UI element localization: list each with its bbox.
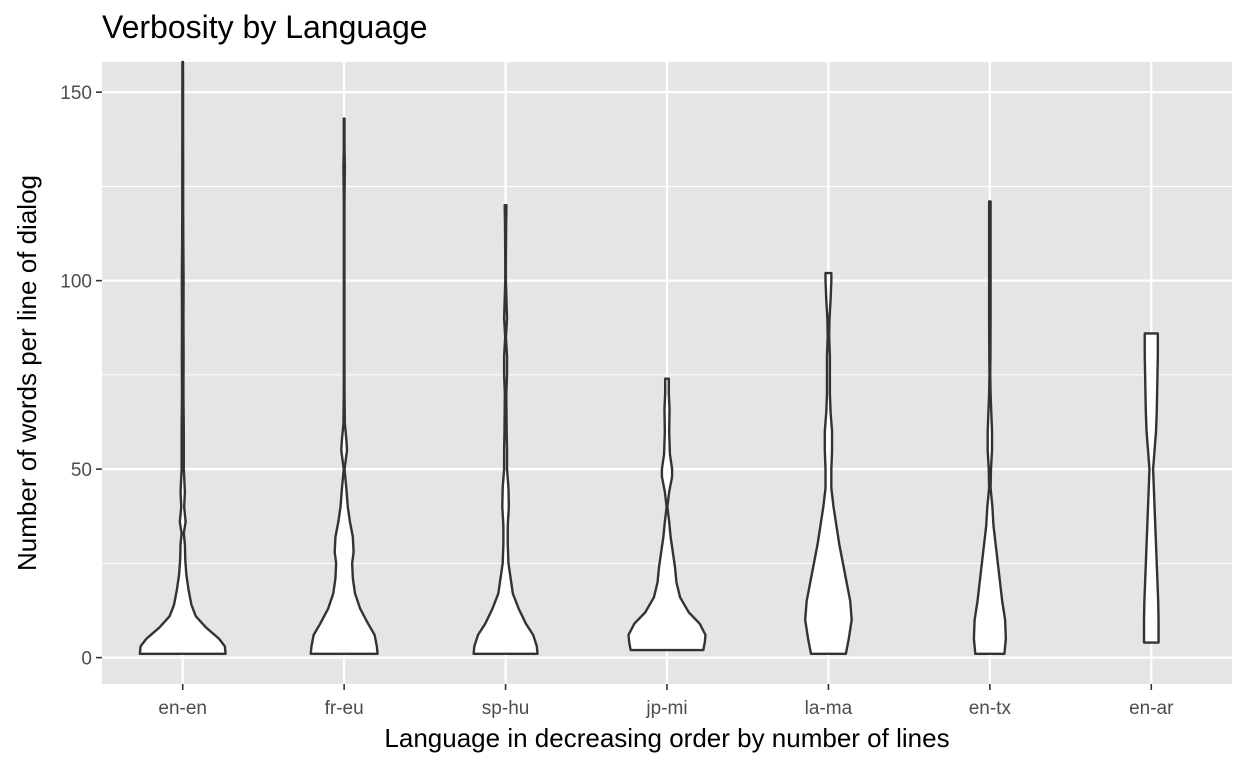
violin-en-ar bbox=[1142, 332, 1160, 644]
y-tick-label: 100 bbox=[60, 272, 92, 293]
x-tick-label: en-ar bbox=[1129, 698, 1174, 719]
x-tick-label: fr-eu bbox=[325, 698, 364, 719]
violin-fr-eu bbox=[309, 117, 379, 656]
y-tick-label: 150 bbox=[60, 83, 92, 104]
x-tick-label: sp-hu bbox=[482, 698, 530, 719]
y-axis-title: Number of words per line of dialog bbox=[12, 175, 42, 571]
x-axis-title: Language in decreasing order by number o… bbox=[384, 723, 949, 753]
violin-la-ma bbox=[803, 271, 853, 656]
x-tick-label: en-en bbox=[158, 698, 207, 719]
violin-en-en bbox=[138, 60, 227, 656]
chart-title: Verbosity by Language bbox=[102, 9, 428, 45]
violin-sp-hu bbox=[472, 204, 539, 656]
violin-jp-mi bbox=[627, 377, 707, 652]
violin-en-tx bbox=[972, 200, 1008, 656]
x-tick-label: jp-mi bbox=[645, 698, 687, 719]
y-tick-label: 0 bbox=[81, 649, 92, 670]
x-tick-label: la-ma bbox=[805, 698, 853, 719]
plot-layer: 0 50 100 150 en-en fr-eu sp-hu jp-mi la-ma en-tx e… bbox=[60, 60, 1232, 719]
y-tick-label: 50 bbox=[71, 460, 92, 481]
x-tick-label: en-tx bbox=[969, 698, 1012, 719]
